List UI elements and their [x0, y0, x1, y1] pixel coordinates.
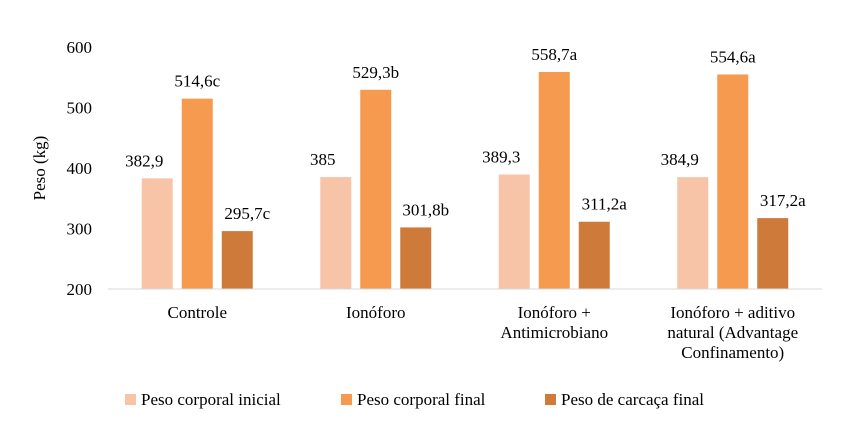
- category-label: natural (Advantage: [667, 323, 798, 342]
- data-label: 389,3: [482, 147, 520, 166]
- category-label: Ionóforo: [346, 303, 405, 322]
- bar: [538, 71, 570, 289]
- bars: [141, 71, 789, 290]
- y-tick-label: 600: [67, 38, 93, 57]
- y-axis-ticks: 200 300 400 500 600: [67, 38, 93, 299]
- data-label: 382,9: [125, 151, 163, 170]
- data-label: 558,7a: [531, 45, 577, 64]
- data-label: 554,6a: [710, 47, 756, 66]
- data-label: 384,9: [661, 150, 699, 169]
- bar: [717, 74, 749, 289]
- y-tick-label: 200: [67, 280, 93, 299]
- bar: [578, 221, 610, 289]
- bar: [360, 89, 392, 289]
- bar: [141, 178, 173, 289]
- data-label: 385: [310, 150, 336, 169]
- y-tick-label: 500: [67, 99, 93, 118]
- legend-swatch: [341, 394, 352, 405]
- data-label: 529,3b: [352, 63, 399, 82]
- y-tick-label: 300: [67, 220, 93, 239]
- category-label: Antimicrobiano: [500, 323, 608, 342]
- legend-label: Peso corporal final: [357, 390, 486, 409]
- legend-swatch: [125, 394, 136, 405]
- bar: [757, 218, 789, 289]
- bar: [221, 231, 253, 289]
- data-label: 295,7c: [224, 204, 270, 223]
- category-labels: Controle Ionóforo Ionóforo +Antimicrobiano…: [168, 303, 799, 362]
- bar: [677, 177, 709, 289]
- bar: [320, 177, 352, 289]
- legend-label: Peso corporal inicial: [141, 390, 281, 409]
- data-label: 317,2a: [760, 191, 806, 210]
- category-label: Confinamento): [681, 343, 784, 362]
- data-label: 311,2a: [582, 195, 628, 214]
- bar: [498, 174, 530, 289]
- category-label: Controle: [168, 303, 228, 322]
- category-label: Ionóforo + aditivo: [670, 303, 795, 322]
- data-labels: 382,9 514,6c 295,7c 385 529,3b 301,8b 389,3 558…: [125, 45, 806, 223]
- data-label: 514,6c: [174, 72, 220, 91]
- legend: Peso corporal inicial Peso corporal final…: [125, 390, 704, 409]
- legend-label: Peso de carcaça final: [561, 390, 704, 409]
- data-label: 301,8b: [402, 200, 449, 219]
- category-label: Ionóforo +: [518, 303, 591, 322]
- legend-swatch: [545, 394, 556, 405]
- bar: [181, 98, 213, 290]
- bar: [400, 227, 432, 289]
- y-tick-label: 400: [67, 159, 93, 178]
- y-axis-title: Peso (kg): [30, 136, 49, 201]
